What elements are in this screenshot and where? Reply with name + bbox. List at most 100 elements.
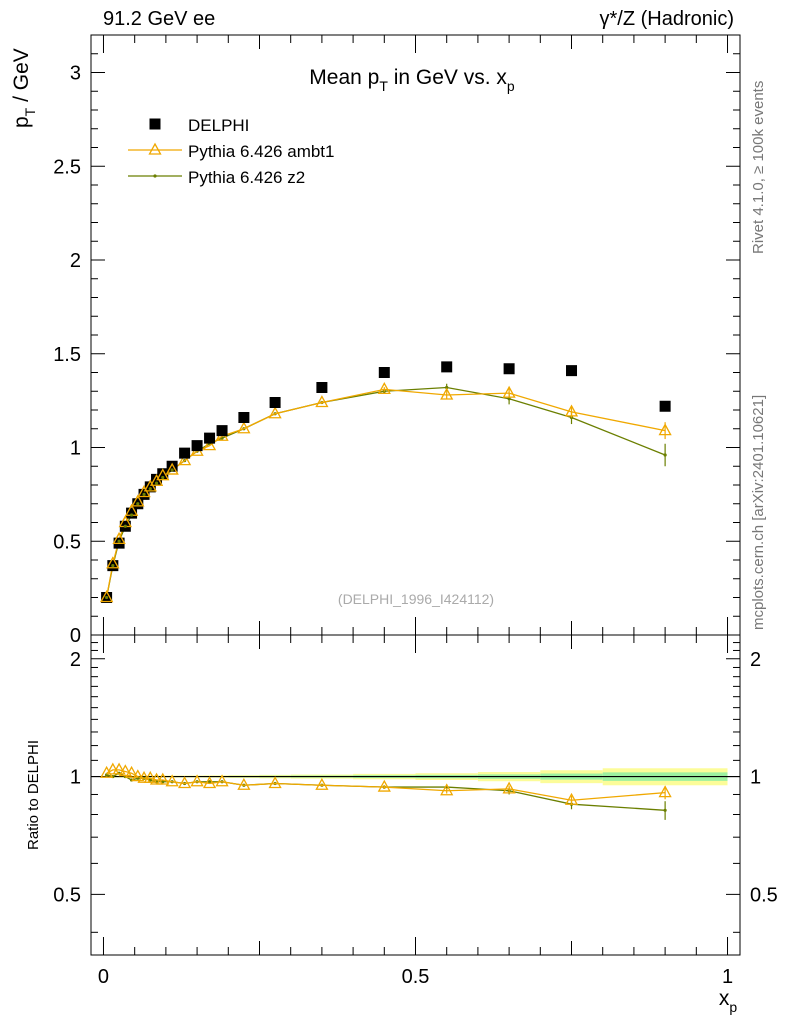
data-point-overlay [165, 462, 179, 475]
delphi-data-point [126, 507, 138, 519]
ratio-data-point [178, 776, 192, 789]
ratio-data-point [215, 774, 229, 787]
y-tick-label: 3 [70, 63, 81, 85]
data-point-overlay [161, 475, 165, 480]
x-tick-label: 0.5 [402, 966, 430, 988]
ratio-tick-label: 1 [70, 767, 81, 789]
x-tick-label: 1 [722, 966, 733, 988]
data-point [237, 421, 251, 434]
data-point-overlay [106, 556, 120, 569]
data-point-overlay [129, 513, 134, 517]
ratio-data-point [100, 765, 114, 778]
delphi-data-point [216, 425, 228, 437]
axis-ticks [91, 34, 740, 955]
ratio-tick-label: 0.5 [53, 884, 81, 906]
axis-tick-labels: 0 0.5 1 0 0.5 1 1.5 2 2.5 3 0.5 0.5 1 1 2 2 [53, 63, 778, 989]
delphi-data-point [441, 361, 453, 373]
legend: DELPHI Pythia 6.426 ambt1 Pythia 6.426 z2 [128, 116, 334, 187]
data-point-overlay [170, 468, 174, 472]
data-point [564, 404, 579, 417]
data-point-overlay [156, 468, 170, 481]
delphi-data-point [204, 432, 216, 444]
data-point-overlay [111, 564, 115, 568]
header-channel-label: γ*/Z (Hadronic) [599, 8, 734, 30]
ratio-tick-label-right: 1 [750, 767, 761, 789]
data-point-overlay [154, 481, 159, 485]
header-process-label: 91.2 GeV ee [103, 8, 216, 30]
data-point [377, 382, 391, 395]
ratio-data-point [202, 776, 217, 789]
y-tick-label: 0 [70, 625, 81, 647]
data-point-overlay [148, 487, 152, 491]
ratio-data-point [148, 778, 152, 782]
delphi-data-point [144, 481, 156, 493]
main-series-layer [100, 361, 672, 603]
legend-label-delphi: DELPHI [188, 116, 249, 135]
ratio-series-layer [100, 762, 672, 820]
data-point-overlay [136, 502, 140, 506]
delphi-data-point [191, 440, 203, 452]
data-point [663, 453, 667, 457]
delphi-data-point [659, 400, 671, 412]
legend-label-ambt1: Pythia 6.426 ambt1 [188, 142, 334, 161]
ratio-data-point [131, 769, 145, 782]
analysis-watermark: (DELPHI_1996_I424112) [338, 591, 494, 607]
data-point [658, 423, 672, 436]
ratio-data-point [440, 783, 454, 796]
ratio-tick-label-right: 0.5 [750, 884, 778, 906]
data-point-overlay [117, 539, 121, 543]
ratio-data-point [156, 772, 170, 785]
delphi-data-point [378, 367, 390, 378]
data-point [202, 438, 217, 451]
data-point [440, 387, 454, 400]
y-tick-label: 0.5 [53, 531, 81, 553]
data-point-overlay [105, 595, 109, 600]
legend-marker-ambt1 [148, 142, 162, 155]
y-tick-label: 1.5 [53, 344, 81, 366]
delphi-data-point [238, 412, 250, 423]
data-point-overlay [112, 532, 126, 545]
delphi-data-point [151, 473, 163, 485]
delphi-data-point [269, 397, 281, 408]
ratio-data-point [237, 777, 251, 790]
ratio-data-point [124, 765, 139, 778]
delphi-data-point [179, 447, 191, 459]
delphi-data-point [566, 365, 578, 377]
y-axis-label: pT / GeV [10, 48, 38, 128]
ratio-data-point [112, 762, 126, 775]
data-point-overlay [100, 590, 114, 603]
data-point [268, 406, 282, 419]
data-point [445, 385, 449, 390]
data-point-overlay [123, 524, 127, 528]
ratio-data-point [564, 792, 579, 805]
ratio-data-point [377, 779, 391, 792]
ratio-data-point [315, 777, 329, 790]
data-point [507, 397, 511, 401]
x-tick-label: 0 [98, 966, 109, 988]
ratio-data-point [118, 764, 132, 777]
data-point [178, 453, 192, 466]
data-point-overlay [131, 494, 145, 507]
data-point [315, 395, 329, 408]
ratio-data-point [207, 780, 212, 784]
delphi-data-point [503, 363, 515, 375]
series-line [105, 388, 666, 598]
legend-marker-z2 [153, 174, 157, 178]
chart-title: Mean pT in GeV vs. xp [309, 66, 515, 94]
y-tick-label: 1 [70, 438, 81, 460]
ratio-data-point [268, 776, 282, 789]
ratio-data-point [658, 785, 672, 798]
ratio-tick-label: 2 [70, 649, 81, 671]
ratio-data-point [502, 781, 516, 794]
ratio-data-point [143, 770, 157, 783]
data-point [502, 385, 516, 398]
legend-label-z2: Pythia 6.426 z2 [188, 168, 305, 187]
y-tick-label: 2.5 [53, 156, 81, 178]
delphi-data-point [157, 468, 169, 480]
delphi-data-point [166, 460, 178, 472]
x-axis-label: xp [719, 987, 738, 1015]
ratio-tick-label-right: 2 [750, 649, 761, 671]
y-tick-label: 2 [70, 250, 81, 272]
delphi-data-point [316, 382, 328, 393]
